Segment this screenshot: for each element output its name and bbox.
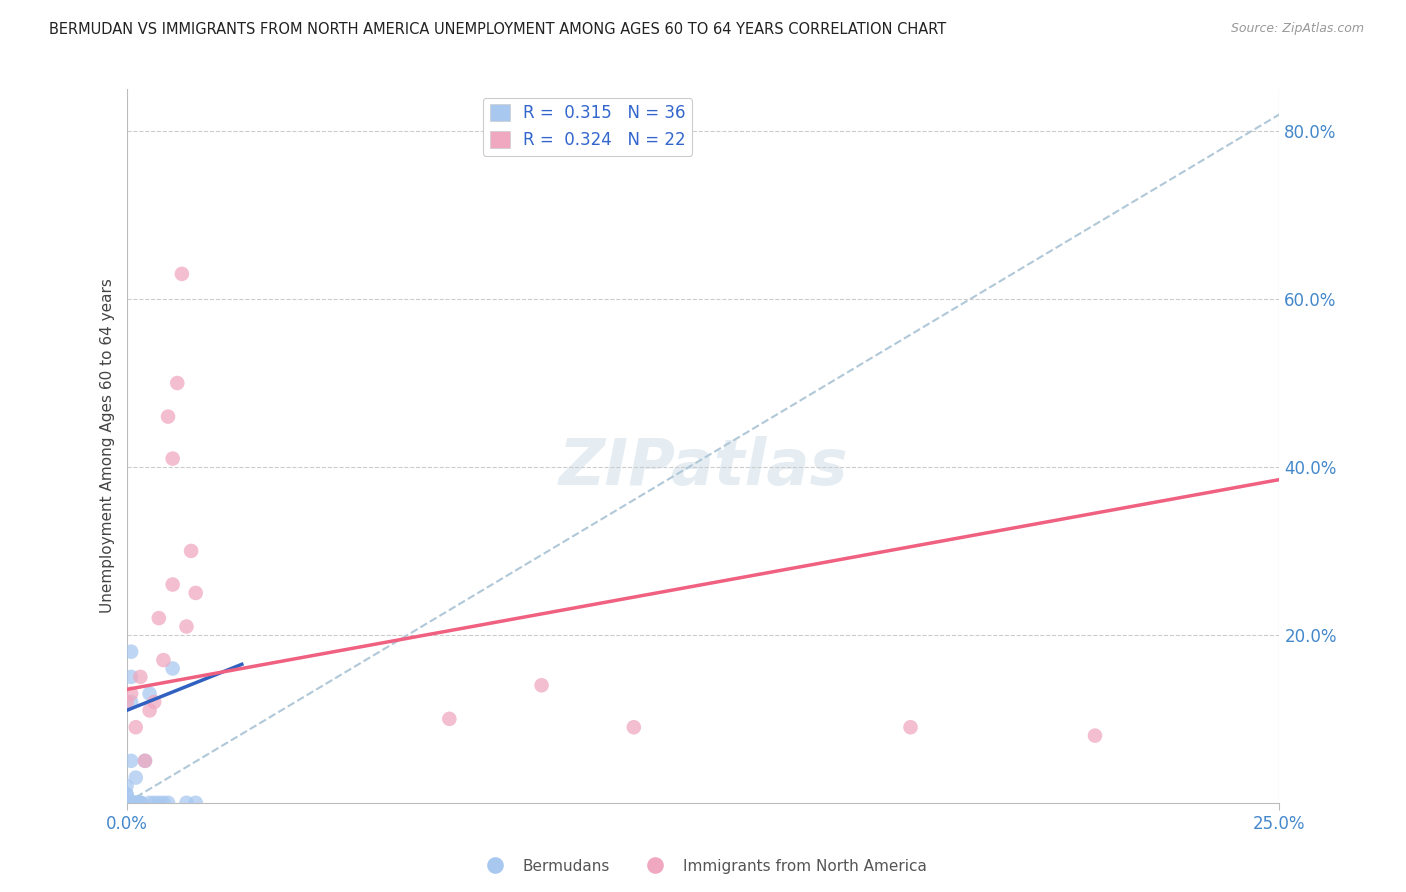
Text: BERMUDAN VS IMMIGRANTS FROM NORTH AMERICA UNEMPLOYMENT AMONG AGES 60 TO 64 YEARS: BERMUDAN VS IMMIGRANTS FROM NORTH AMERIC… [49,22,946,37]
Point [120,645,142,659]
Legend: R =  0.315   N = 36, R =  0.324   N = 22: R = 0.315 N = 36, R = 0.324 N = 22 [484,97,692,155]
Point [115,796,138,810]
Point [134,754,156,768]
Point [1084,729,1107,743]
Point [120,687,142,701]
Point [115,796,138,810]
Point [120,754,142,768]
Point [120,796,142,810]
Point [143,695,166,709]
Point [162,577,184,591]
Point [129,670,152,684]
Point [623,720,645,734]
Point [115,695,138,709]
Point [115,796,138,810]
Point [162,661,184,675]
Point [115,796,138,810]
Point [129,796,152,810]
Point [166,376,188,390]
Point [134,754,156,768]
Point [125,796,148,810]
Point [184,796,207,810]
Point [152,653,174,667]
Point [184,586,207,600]
Y-axis label: Unemployment Among Ages 60 to 64 years: Unemployment Among Ages 60 to 64 years [100,278,115,614]
Point [125,796,148,810]
Point [115,796,138,810]
Point [115,779,138,793]
Point [900,720,922,734]
Point [129,796,152,810]
Point [115,796,138,810]
Point [138,796,160,810]
Text: Source: ZipAtlas.com: Source: ZipAtlas.com [1230,22,1364,36]
Point [125,796,148,810]
Point [152,796,174,810]
Point [157,796,180,810]
Point [148,611,170,625]
Point [530,678,553,692]
Point [439,712,461,726]
Point [176,619,198,633]
Point [120,670,142,684]
Point [115,788,138,802]
Point [162,451,184,466]
Point [138,687,160,701]
Point [125,720,148,734]
Point [120,796,142,810]
Point [115,788,138,802]
Point [120,695,142,709]
Point [125,771,148,785]
Point [157,409,180,424]
Point [148,796,170,810]
Point [143,796,166,810]
Point [115,796,138,810]
Point [176,796,198,810]
Point [170,267,193,281]
Point [120,796,142,810]
Point [129,796,152,810]
Text: ZIPatlas: ZIPatlas [558,436,848,499]
Point [115,796,138,810]
Point [115,796,138,810]
Point [180,544,202,558]
Point [138,703,160,717]
Legend: Bermudans, Immigrants from North America: Bermudans, Immigrants from North America [474,853,932,880]
